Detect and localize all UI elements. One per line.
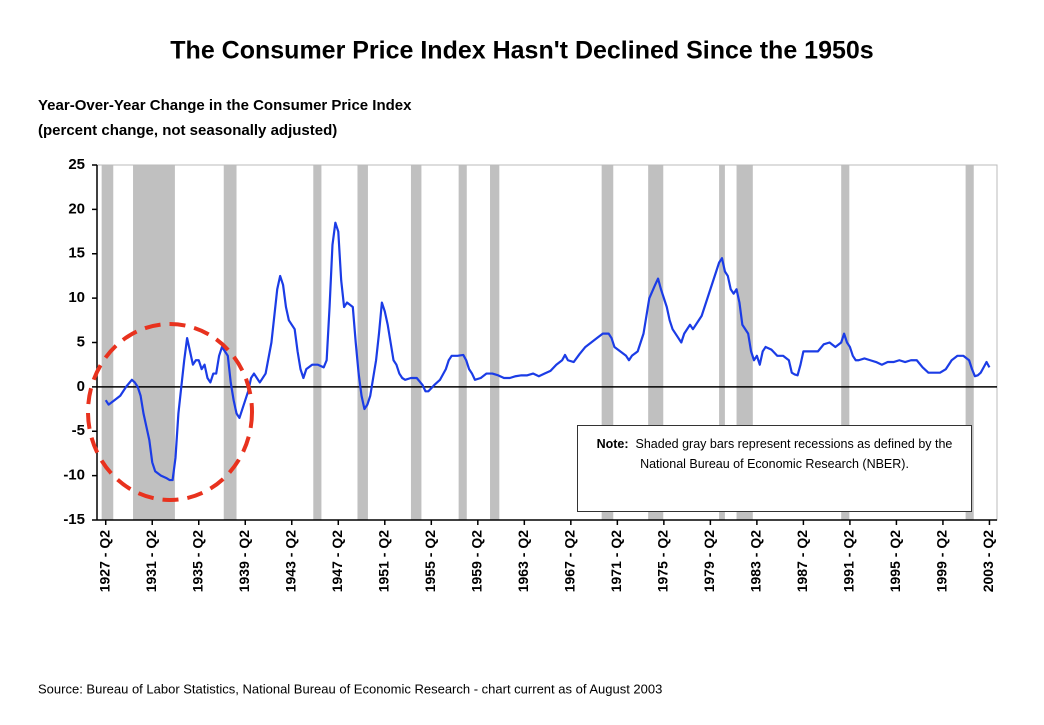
y-tick-label: 0 [77, 378, 85, 395]
y-axis-label: (percent change, not seasonally adjusted… [38, 122, 337, 139]
recession-bar [410, 165, 422, 520]
y-tick-label: 10 [68, 289, 85, 306]
recession-bar [965, 165, 974, 520]
x-tick-label: 1935 - Q2 [189, 530, 205, 592]
highlight-circle [86, 322, 254, 502]
x-tick-label: 1979 - Q2 [701, 530, 717, 592]
x-tick-label: 1959 - Q2 [469, 530, 485, 592]
x-tick-label: 1975 - Q2 [655, 530, 671, 592]
chart-subtitle: Year-Over-Year Change in the Consumer Pr… [38, 97, 412, 114]
recession-bar [719, 165, 725, 520]
x-tick-label: 1999 - Q2 [934, 530, 950, 592]
y-tick-label: -15 [63, 511, 85, 528]
chart-title: The Consumer Price Index Hasn't Declined… [170, 37, 873, 65]
x-tick-label: 1967 - Q2 [562, 530, 578, 592]
x-tick-label: 1951 - Q2 [375, 530, 391, 592]
recession-bar [490, 165, 500, 520]
x-tick-label: 1971 - Q2 [608, 530, 624, 592]
recession-bar [133, 165, 175, 520]
x-tick-label: 1983 - Q2 [748, 530, 764, 592]
x-tick-label: 1995 - Q2 [887, 530, 903, 592]
x-tick-label: 1955 - Q2 [422, 530, 438, 592]
y-tick-label: 20 [68, 200, 85, 217]
source-note: Source: Bureau of Labor Statistics, Nati… [38, 681, 662, 696]
x-tick-label: 1943 - Q2 [282, 530, 298, 592]
x-tick-label: 1987 - Q2 [794, 530, 810, 592]
recession-bar [223, 165, 237, 520]
recession-bar [313, 165, 322, 520]
recession-bar [357, 165, 368, 520]
x-tick-label: 1927 - Q2 [96, 530, 112, 592]
x-tick-label: 1991 - Q2 [841, 530, 857, 592]
recession-bar [601, 165, 614, 520]
x-tick-label: 1939 - Q2 [236, 530, 252, 592]
y-tick-label: 15 [68, 245, 85, 262]
note-label: Note: [596, 437, 629, 451]
y-tick-label: -5 [72, 422, 85, 439]
x-tick-label: 1947 - Q2 [329, 530, 345, 592]
y-tick-label: 5 [77, 333, 85, 350]
recession-bar [458, 165, 467, 520]
recession-bar [841, 165, 850, 520]
recession-bar [101, 165, 114, 520]
x-tick-label: 2003 - Q2 [980, 530, 996, 592]
note: Note: Shaded gray bars represent recessi… [577, 425, 972, 512]
plot-area: -15 -10 -5 0 5 10 15 20 25 1927 - Q2 1931 - Q2 1935… [63, 156, 998, 592]
x-tick-label: 1931 - Q2 [143, 530, 159, 592]
y-tick-label: -10 [63, 467, 85, 484]
cpi-line [104, 221, 991, 482]
y-tick-label: 25 [68, 156, 85, 173]
x-tick-label: 1963 - Q2 [515, 530, 531, 592]
note-text: Shaded gray bars represent recessions as… [635, 437, 953, 471]
note-box: Note: Shaded gray bars represent recessi… [577, 425, 972, 512]
